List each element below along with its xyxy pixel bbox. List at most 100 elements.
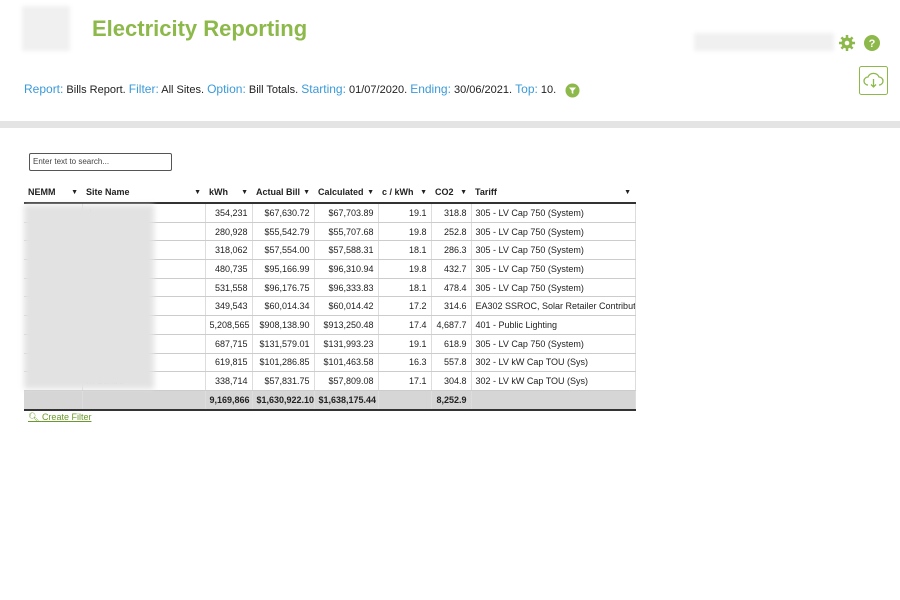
cell-text: $96,333.83 xyxy=(328,282,374,293)
sort-arrow[interactable]: ▼ xyxy=(194,189,201,196)
report-summary: Report: Bills Report. Filter: All Sites.… xyxy=(24,82,580,98)
cell-text: $60,014.34 xyxy=(264,301,310,312)
column-header[interactable]: NEMM ▼ xyxy=(24,182,82,204)
cell-text: $101,286.85 xyxy=(259,357,310,368)
cell-text: 18.1 xyxy=(408,282,427,293)
cell-text: 305 - LV Cap 750 (System) xyxy=(475,245,584,256)
user-box xyxy=(694,33,834,51)
table-cell: 318,062 xyxy=(205,240,253,261)
sort-arrow[interactable]: ▼ xyxy=(460,189,467,196)
settings-icon[interactable] xyxy=(839,35,855,51)
cell-text: $57,588.31 xyxy=(328,245,374,256)
cell-text: 349,543 xyxy=(214,301,248,312)
filter-icon[interactable] xyxy=(559,83,580,98)
report-value: Bill Totals. xyxy=(248,84,299,96)
table-cell: 4,687.7 xyxy=(431,315,472,335)
sort-arrow[interactable]: ▼ xyxy=(624,189,631,196)
sort-arrow[interactable]: ▼ xyxy=(420,189,427,196)
table-cell: 302 - LV kW Cap TOU (Sys) xyxy=(471,353,636,373)
table-cell: 19.8 xyxy=(378,222,432,242)
cell-text: $96,310.94 xyxy=(328,263,374,274)
report-label: Starting: xyxy=(301,82,346,96)
page-title: Electricity Reporting xyxy=(92,16,308,41)
cell-text: 19.1 xyxy=(408,207,427,218)
table-cell: 305 - LV Cap 750 (System) xyxy=(471,203,636,223)
cell-text: $913,250.48 xyxy=(323,319,374,330)
table-cell: $908,138.90 xyxy=(252,315,315,335)
sort-arrow[interactable]: ▼ xyxy=(241,189,248,196)
column-header[interactable]: Site Name ▼ xyxy=(82,182,205,204)
table-cell: $96,176.75 xyxy=(252,278,315,298)
logo xyxy=(22,6,70,51)
table-cell: 286.3 xyxy=(431,240,472,261)
cell-text: $67,703.89 xyxy=(328,207,374,218)
report-label: Report: xyxy=(24,82,64,96)
redacted-area xyxy=(24,205,154,389)
divider xyxy=(0,121,900,128)
table-cell: $55,542.79 xyxy=(252,222,315,242)
search-input[interactable]: Enter text to search... xyxy=(29,153,172,171)
table-cell: 19.8 xyxy=(378,259,432,279)
table-cell: 18.1 xyxy=(378,278,432,298)
cell-text: 16.3 xyxy=(408,357,427,368)
table-cell: $57,588.31 xyxy=(314,240,379,261)
help-icon[interactable]: ? xyxy=(864,35,880,51)
cell-text: $1,630,922.10 xyxy=(256,394,314,405)
table-cell: 305 - LV Cap 750 (System) xyxy=(471,334,636,354)
column-header[interactable]: c / kWh ▼ xyxy=(378,182,431,204)
table-cell: 305 - LV Cap 750 (System) xyxy=(471,259,636,279)
cell-text: 4,687.7 xyxy=(436,319,467,330)
table-cell: 252.8 xyxy=(431,222,472,242)
column-header[interactable]: Calculated ▼ xyxy=(314,182,378,204)
table-cell: 305 - LV Cap 750 (System) xyxy=(471,240,636,261)
table-cell: 302 - LV kW Cap TOU (Sys) xyxy=(471,371,636,391)
column-name: kWh xyxy=(209,187,228,197)
table-cell xyxy=(378,390,432,411)
table-cell: 17.1 xyxy=(378,371,432,391)
cell-text: 17.4 xyxy=(408,319,427,330)
cell-text: EA302 SSROC, Solar Retailer Contribution xyxy=(475,301,635,312)
table-cell: 557.8 xyxy=(431,353,472,373)
table-cell: 9,169,866 xyxy=(205,390,253,411)
report-value: Bills Report. xyxy=(66,84,126,96)
report-label: Filter: xyxy=(128,82,159,96)
create-filter-link[interactable]: 🔍︎ Create Filter xyxy=(28,412,92,422)
table-cell: 19.1 xyxy=(378,334,432,354)
report-value: All Sites. xyxy=(161,84,205,96)
table-cell: $67,630.72 xyxy=(252,203,315,223)
sort-arrow[interactable]: ▼ xyxy=(71,189,78,196)
report-label: Option: xyxy=(207,82,246,96)
table-cell: $131,579.01 xyxy=(252,334,315,354)
cell-text: $96,176.75 xyxy=(264,282,310,293)
cell-text: $1,638,175.44 xyxy=(318,394,377,405)
table-cell: $96,310.94 xyxy=(314,259,379,279)
column-header[interactable]: kWh ▼ xyxy=(205,182,252,204)
download-button[interactable] xyxy=(859,66,888,96)
cell-text: $57,831.75 xyxy=(264,376,310,387)
column-header[interactable]: CO2 ▼ xyxy=(431,182,471,204)
svg-text:?: ? xyxy=(869,38,876,50)
table-cell: $60,014.34 xyxy=(252,296,315,317)
header-icons: ? xyxy=(839,35,880,51)
table-cell: 618.9 xyxy=(431,334,472,354)
cell-text: 302 - LV kW Cap TOU (Sys) xyxy=(475,376,589,387)
table-cell: 5,208,565 xyxy=(205,315,253,335)
cell-text: 557.8 xyxy=(443,357,467,368)
report-value: 01/07/2020. xyxy=(349,84,408,96)
table-row: 9,169,866 $1,630,922.10 $1,638,175.44 8,252… xyxy=(24,390,636,411)
cell-text: 432.7 xyxy=(443,263,467,274)
sort-arrow[interactable]: ▼ xyxy=(367,189,374,196)
table-cell: 478.4 xyxy=(431,278,472,298)
column-header[interactable]: Tariff ▼ xyxy=(471,182,635,204)
column-header[interactable]: Actual Bill ▼ xyxy=(252,182,314,204)
report-label: Top: xyxy=(515,82,538,96)
sort-arrow[interactable]: ▼ xyxy=(303,189,310,196)
report-value: 10. xyxy=(540,84,557,96)
table-cell: $131,993.23 xyxy=(314,334,379,354)
cell-text: 318,062 xyxy=(214,245,248,256)
table-cell: 480,735 xyxy=(205,259,253,279)
cell-text: 17.2 xyxy=(408,301,427,312)
link-text[interactable]: Create Filter xyxy=(41,412,92,422)
table-cell: $57,554.00 xyxy=(252,240,315,261)
